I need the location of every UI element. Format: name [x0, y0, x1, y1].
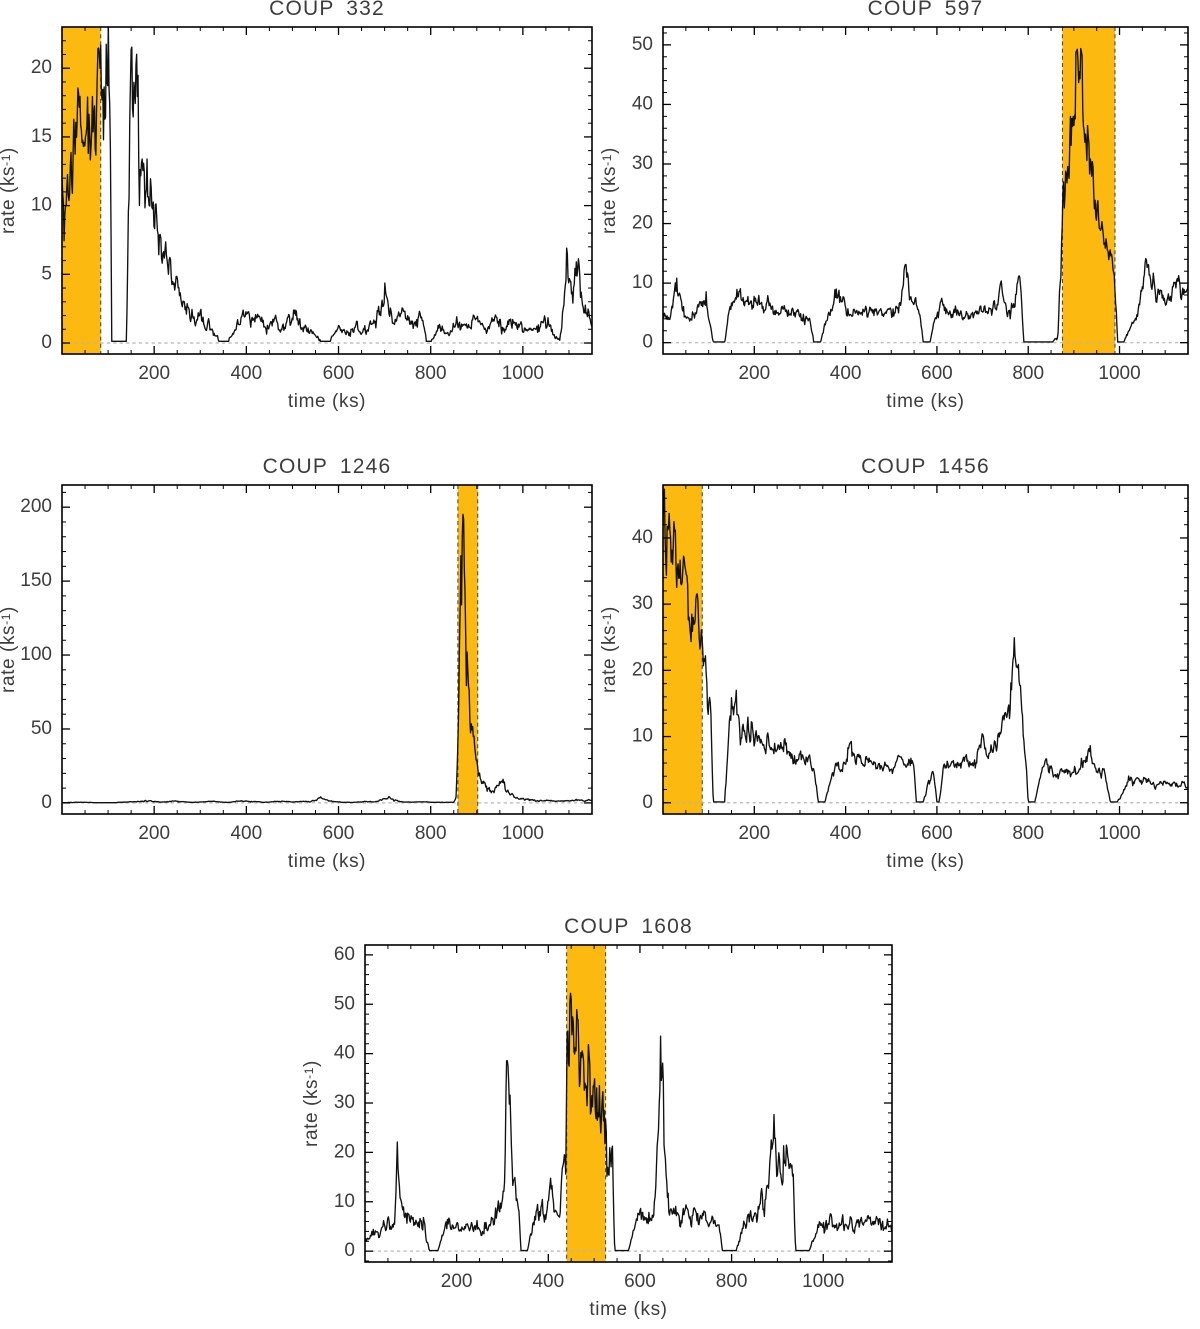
svg-text:800: 800 [415, 823, 447, 844]
svg-text:1000: 1000 [502, 363, 544, 384]
svg-text:800: 800 [1012, 363, 1044, 384]
svg-text:400: 400 [230, 823, 262, 844]
svg-text:600: 600 [323, 823, 355, 844]
svg-text:400: 400 [830, 823, 862, 844]
svg-text:600: 600 [323, 363, 355, 384]
svg-text:0: 0 [344, 1240, 355, 1261]
svg-text:COUP 1608: COUP 1608 [564, 915, 693, 938]
svg-text:400: 400 [532, 1271, 564, 1292]
svg-text:10: 10 [31, 195, 52, 216]
svg-text:20: 20 [632, 213, 653, 234]
svg-text:time (ks): time (ks) [288, 851, 366, 872]
svg-text:600: 600 [921, 363, 953, 384]
svg-text:20: 20 [334, 1141, 355, 1162]
svg-text:0: 0 [642, 332, 653, 353]
svg-text:20: 20 [632, 659, 653, 680]
svg-text:10: 10 [632, 272, 653, 293]
svg-text:100: 100 [20, 644, 52, 665]
svg-text:1000: 1000 [1098, 823, 1140, 844]
svg-text:40: 40 [632, 93, 653, 114]
svg-text:800: 800 [716, 1271, 748, 1292]
svg-text:400: 400 [230, 363, 262, 384]
svg-text:600: 600 [624, 1271, 656, 1292]
svg-text:50: 50 [632, 34, 653, 55]
svg-text:1000: 1000 [1098, 363, 1140, 384]
svg-text:40: 40 [334, 1043, 355, 1064]
svg-text:COUP 1246: COUP 1246 [263, 455, 392, 478]
svg-text:800: 800 [1012, 823, 1044, 844]
svg-text:600: 600 [921, 823, 953, 844]
svg-text:5: 5 [41, 263, 52, 284]
svg-text:50: 50 [334, 993, 355, 1014]
svg-text:150: 150 [20, 570, 52, 591]
svg-text:time (ks): time (ks) [288, 391, 366, 412]
svg-text:0: 0 [41, 332, 52, 353]
svg-text:10: 10 [334, 1191, 355, 1212]
svg-text:30: 30 [632, 153, 653, 174]
svg-text:COUP 332: COUP 332 [269, 0, 385, 20]
svg-text:200: 200 [20, 496, 52, 517]
svg-text:1000: 1000 [802, 1271, 844, 1292]
svg-text:50: 50 [31, 718, 52, 739]
svg-text:0: 0 [642, 792, 653, 813]
svg-text:time (ks): time (ks) [886, 851, 964, 872]
svg-text:200: 200 [738, 363, 770, 384]
svg-text:1000: 1000 [502, 823, 544, 844]
svg-text:30: 30 [632, 593, 653, 614]
svg-text:time (ks): time (ks) [886, 391, 964, 412]
svg-text:60: 60 [334, 944, 355, 965]
svg-text:40: 40 [632, 527, 653, 548]
svg-text:200: 200 [138, 363, 170, 384]
svg-text:0: 0 [41, 792, 52, 813]
svg-text:COUP 597: COUP 597 [868, 0, 984, 20]
svg-text:10: 10 [632, 726, 653, 747]
svg-text:200: 200 [441, 1271, 473, 1292]
svg-text:200: 200 [738, 823, 770, 844]
svg-text:20: 20 [31, 57, 52, 78]
svg-text:15: 15 [31, 126, 52, 147]
svg-text:800: 800 [415, 363, 447, 384]
svg-text:COUP 1456: COUP 1456 [861, 455, 990, 478]
svg-text:time (ks): time (ks) [589, 1299, 667, 1320]
svg-text:400: 400 [830, 363, 862, 384]
svg-text:200: 200 [138, 823, 170, 844]
svg-text:30: 30 [334, 1092, 355, 1113]
